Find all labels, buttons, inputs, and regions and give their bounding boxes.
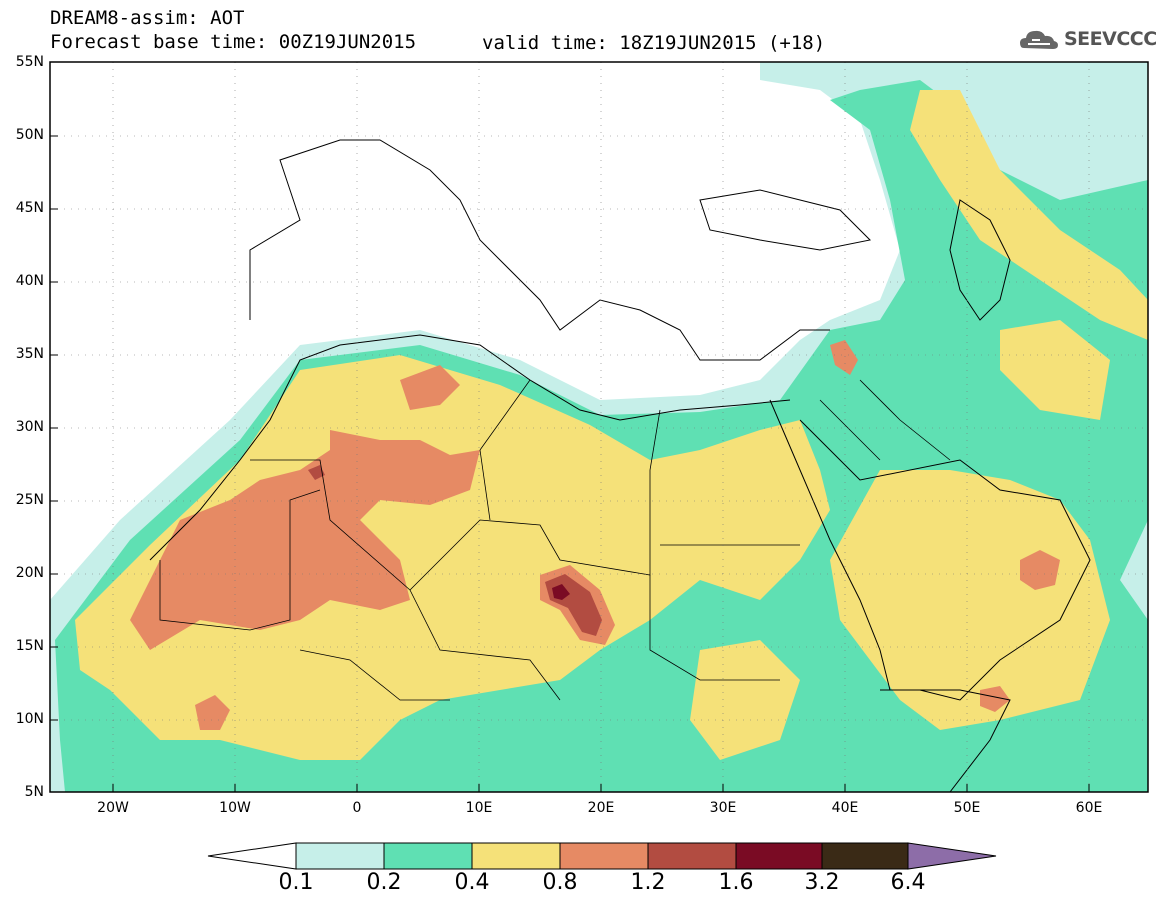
lat-label: 15N: [15, 638, 44, 654]
lon-label: 20W: [97, 800, 129, 816]
colorbar-label: 1.6: [718, 870, 754, 895]
colorbar-swatch-4: [559, 842, 649, 870]
lon-label: 20E: [587, 800, 615, 816]
lat-label: 20N: [15, 565, 44, 581]
lat-label: 45N: [15, 200, 44, 216]
lat-label: 5N: [24, 784, 44, 800]
caspian-sea: [949, 199, 1011, 321]
lon-label: 0: [352, 800, 362, 816]
colorbar-swatch-6: [735, 842, 823, 870]
colorbar-label: 0.2: [366, 870, 402, 895]
arabian-coast: [799, 419, 1091, 701]
black-sea: [699, 189, 872, 251]
lon-label: 10W: [219, 800, 251, 816]
colorbar-swatch-1: [295, 842, 385, 870]
aot-band-0.8: [130, 430, 480, 650]
logo-text: SEEVCCC: [1064, 28, 1157, 50]
lat-label: 35N: [15, 346, 44, 362]
cloud-logo-icon: [1020, 30, 1058, 49]
lat-label: 10N: [15, 711, 44, 727]
colorbar-label: 0.4: [454, 870, 490, 895]
aot-band-1.6: [552, 584, 570, 600]
lat-label: 40N: [15, 273, 44, 289]
coastline-europe: [249, 139, 830, 361]
colorbar-low-arrow: [207, 842, 297, 870]
lat-label: 25N: [15, 492, 44, 508]
colorbar-label: 6.4: [890, 870, 926, 895]
lon-label: 50E: [953, 800, 981, 816]
map-frame: [49, 61, 1149, 793]
lat-label: 30N: [15, 419, 44, 435]
colorbar-swatch-5: [647, 842, 737, 870]
coastline-north-africa: [149, 334, 791, 561]
map-title: DREAM8-assim: AOT: [50, 7, 245, 29]
colorbar-label: 0.1: [278, 870, 314, 895]
east-africa-coast: [890, 689, 1011, 792]
colorbar-label: 0.8: [542, 870, 578, 895]
red-sea: [769, 399, 891, 691]
colorbar-swatch-7: [821, 842, 909, 870]
valid-time: valid time: 18Z19JUN2015 (+18): [482, 32, 826, 54]
colorbar-label: 1.2: [630, 870, 666, 895]
colorbar-label: 3.2: [804, 870, 840, 895]
lon-label: 30E: [709, 800, 737, 816]
lon-label: 10E: [465, 800, 493, 816]
forecast-base-time: Forecast base time: 00Z19JUN2015: [50, 31, 417, 53]
colorbar-swatch-2: [383, 842, 473, 870]
lon-label: 60E: [1075, 800, 1103, 816]
colorbar: [207, 842, 997, 870]
lat-label: 50N: [15, 127, 44, 143]
aot-band-0.4: [75, 355, 830, 760]
colorbar-swatch-3: [471, 842, 561, 870]
colorbar-high-arrow: [907, 842, 997, 870]
lat-label: 55N: [15, 54, 44, 70]
lon-label: 40E: [831, 800, 859, 816]
